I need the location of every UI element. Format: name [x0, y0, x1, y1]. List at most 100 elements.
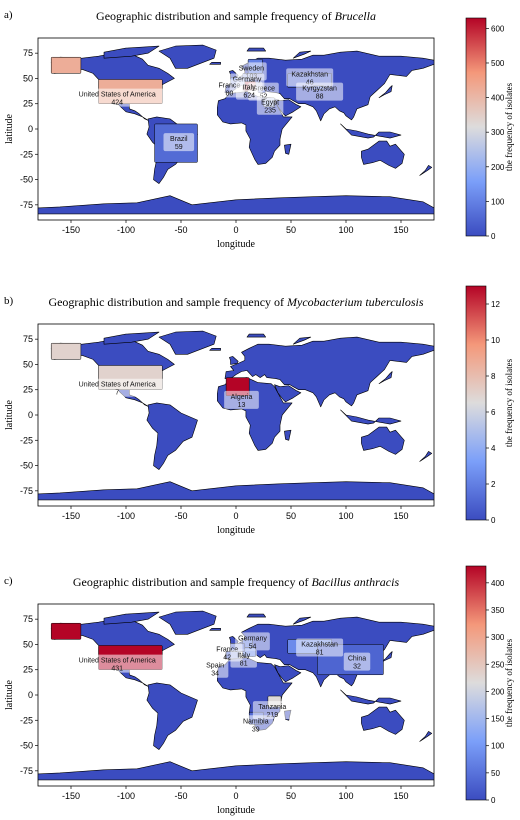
annotation-country: China: [348, 656, 366, 663]
landmass-britain: [229, 356, 239, 365]
landmass-arcticIslands: [103, 45, 160, 59]
y-tick-label: -50: [20, 461, 33, 471]
annotation-value: 624: [243, 93, 255, 100]
landmass-novayaZemlya: [292, 616, 312, 625]
annotation-country: Algeria: [231, 394, 253, 401]
y-tick-label: -50: [20, 175, 33, 185]
annotation-bg: [230, 649, 257, 668]
landmass-madagascar: [284, 429, 292, 441]
landmass-newzealand: [419, 731, 433, 742]
landmass-australia: [361, 426, 405, 455]
x-tick-label: -50: [174, 791, 187, 801]
landmass-southAmerica: [146, 402, 198, 470]
annotation-country: France: [216, 647, 238, 654]
y-tick-label: -75: [20, 486, 33, 496]
colorbar-tick-label: 0: [491, 232, 496, 241]
x-tick-label: -100: [117, 225, 135, 235]
landmass-arabia: [274, 384, 302, 403]
landmass-svalbard: [246, 47, 267, 52]
annotation-country: United States of America: [79, 658, 156, 665]
y-tick-label: -75: [20, 200, 33, 210]
x-tick-label: -100: [117, 511, 135, 521]
colorbar-tick-label: 500: [491, 59, 505, 68]
chart-panel-1: a) Geographic distribution and sample fre…: [4, 9, 514, 250]
annotation-bg: [252, 701, 292, 720]
x-tick-label: 150: [393, 511, 408, 521]
x-tick-label: -50: [174, 511, 187, 521]
landmass-greenland: [158, 610, 217, 635]
annotation-country: Germany: [238, 635, 267, 642]
colorbar-label: the frequency of isolates: [504, 82, 514, 171]
annotation-value: 424: [111, 100, 123, 107]
panel-label: b): [4, 295, 14, 307]
annotation-country: Namibia: [243, 718, 269, 725]
y-tick-label: -75: [20, 766, 33, 776]
colorbar-tick-label: 12: [491, 300, 500, 309]
landmass-newzealand: [419, 451, 433, 462]
chart-title-organism: Brucella: [335, 9, 376, 23]
annotation-bg: [65, 378, 170, 397]
y-tick-label: 25: [23, 385, 33, 395]
x-tick-label: 0: [233, 791, 238, 801]
landmass-japan: [378, 371, 393, 384]
chart-title: Geographic distribution and sample frequ…: [48, 295, 423, 309]
annotation-bg: [224, 390, 259, 409]
annotation-country: United States of America: [79, 382, 156, 389]
landmass-antarctica: [38, 195, 434, 215]
x-tick-label: 100: [338, 791, 353, 801]
landmass-novayaZemlya: [292, 336, 312, 345]
annotation-country: Spain: [206, 663, 224, 670]
annotation-country: Kazakhstan: [291, 71, 328, 78]
colorbar: [465, 565, 487, 801]
landmass-japan: [378, 651, 393, 664]
annotation-country: Tanzania: [258, 704, 286, 711]
landmass-japan: [378, 85, 393, 98]
colorbar-tick-label: 8: [491, 372, 496, 381]
landmass-indonesia: [340, 123, 402, 139]
annotation-country: Brazil: [170, 136, 188, 143]
landmass-iceland: [209, 627, 221, 631]
landmass-indonesia: [340, 689, 402, 705]
colorbar-tick-label: 10: [491, 336, 500, 345]
landmass-svalbard: [246, 613, 267, 618]
y-tick-label: 75: [23, 614, 33, 624]
landmass-eurasia: [224, 336, 434, 408]
annotation-country: United States of America: [79, 92, 156, 99]
y-tick-label: 0: [28, 410, 33, 420]
landmass-iceland: [209, 347, 221, 351]
annotation-value: 7: [115, 390, 119, 397]
annotation-country: Greece: [252, 86, 275, 93]
landmass-antarctica: [38, 481, 434, 501]
annotation-value: 54: [249, 643, 257, 650]
y-tick-label: -25: [20, 715, 33, 725]
annotation-value: 431: [111, 666, 123, 673]
landmass-indonesia: [340, 409, 402, 425]
x-tick-label: -150: [62, 791, 80, 801]
chart-title-organism: Bacillus anthracis: [311, 575, 399, 589]
annotation-country: Italy: [243, 85, 256, 92]
x-axis-label: longitude: [217, 805, 255, 816]
annotation-value: 80: [226, 91, 234, 98]
annotation-bg: [201, 659, 229, 678]
annotation-bg: [65, 88, 170, 107]
landmass-australia: [361, 140, 405, 169]
colorbar: [465, 285, 487, 521]
y-tick-label: 50: [23, 73, 33, 83]
y-tick-label: -25: [20, 149, 33, 159]
colorbar-label: the frequency of isolates: [504, 638, 514, 727]
annotation-country: Kyrgyzstan: [302, 86, 337, 93]
colorbar-tick-label: 150: [491, 715, 505, 724]
x-axis-label: longitude: [217, 239, 255, 250]
y-tick-label: -50: [20, 741, 33, 751]
annotation-bg: [65, 654, 170, 673]
